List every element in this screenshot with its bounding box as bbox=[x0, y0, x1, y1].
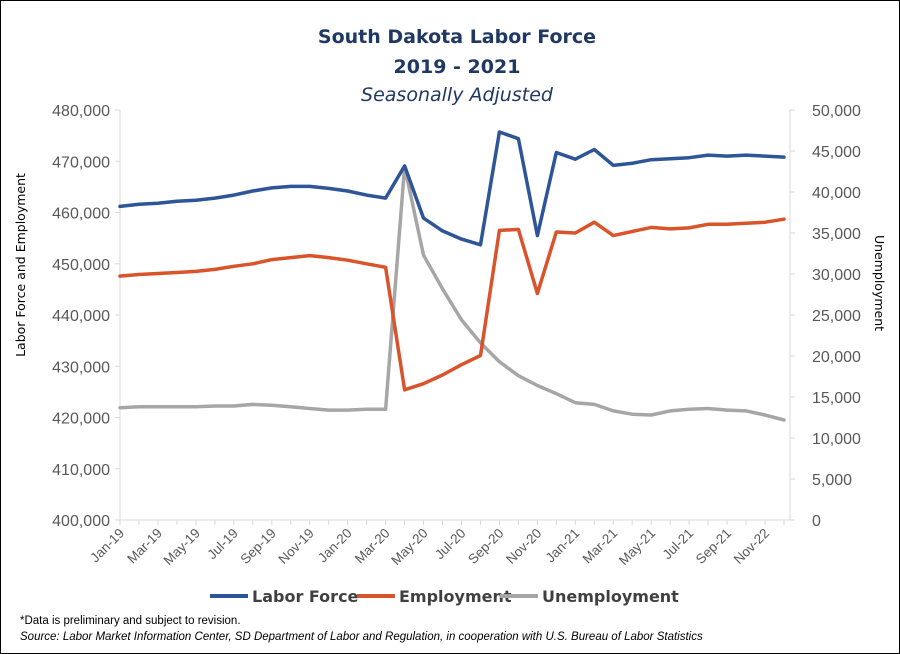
chart-subtitle-years: 2019 - 2021 bbox=[394, 56, 521, 78]
series-line-employment bbox=[118, 217, 786, 392]
left-axis-title: Labor Force and Employment bbox=[13, 173, 28, 357]
right-tick-label: 30,000 bbox=[812, 267, 861, 284]
chart-subtitle-note: Seasonally Adjusted bbox=[361, 84, 554, 106]
right-tick-label: 40,000 bbox=[812, 185, 861, 202]
legend-label-unemployment: Unemployment bbox=[542, 587, 679, 606]
x-tick-label: Mar-21 bbox=[580, 526, 621, 567]
legend: Labor Force Employment Unemployment bbox=[210, 587, 679, 606]
series bbox=[118, 130, 786, 422]
x-tick-label: Jan-21 bbox=[543, 526, 583, 566]
x-tick-label: May-19 bbox=[161, 526, 203, 568]
x-tick-label: Jul-19 bbox=[204, 526, 241, 563]
left-tick-label: 470,000 bbox=[52, 154, 110, 171]
x-tick-label: Jul-21 bbox=[660, 526, 697, 563]
right-tick-label: 45,000 bbox=[812, 144, 861, 161]
axes bbox=[119, 110, 791, 521]
left-tick-label: 440,000 bbox=[52, 308, 110, 325]
footnote: *Data is preliminary and subject to revi… bbox=[20, 615, 241, 627]
x-tick-label: Mar-20 bbox=[352, 526, 393, 567]
legend-label-employment: Employment bbox=[399, 587, 512, 606]
right-axis-title: Unemployment bbox=[872, 235, 887, 331]
x-tick-label: Sep-19 bbox=[237, 526, 278, 567]
chart-title: South Dakota Labor Force bbox=[318, 26, 596, 48]
left-tick-label: 460,000 bbox=[52, 206, 110, 223]
left-tick-label: 400,000 bbox=[52, 513, 110, 530]
right-tick-label: 10,000 bbox=[812, 431, 861, 448]
series-line-labor-force bbox=[118, 130, 786, 247]
source-note: Source: Labor Market Information Center,… bbox=[20, 631, 703, 643]
right-tick-label: 5,000 bbox=[812, 472, 852, 489]
source-text: Labor Market Information Center, SD Depa… bbox=[63, 631, 703, 643]
right-tick-label: 50,000 bbox=[812, 103, 861, 120]
x-tick-label: Sep-20 bbox=[465, 526, 506, 567]
right-tick-label: 35,000 bbox=[812, 226, 861, 243]
x-tick-label: May-21 bbox=[616, 526, 658, 568]
right-tick-label: 20,000 bbox=[812, 349, 861, 366]
x-tick-label: Nov-20 bbox=[503, 526, 544, 567]
x-tick-label: Jul-20 bbox=[432, 526, 469, 563]
left-tick-label: 450,000 bbox=[52, 257, 110, 274]
left-axis-ticks: 400,000 410,000 420,000 430,000 440,000 450,0… bbox=[52, 103, 120, 530]
x-tick-label: Mar-19 bbox=[124, 526, 165, 567]
x-tick-label: Nov-19 bbox=[275, 526, 316, 567]
right-axis-ticks: 0 5,000 10,000 15,000 20,000 25,000 30,000 35,0… bbox=[790, 103, 861, 530]
source-label: Source: bbox=[20, 631, 60, 643]
right-tick-label: 15,000 bbox=[812, 390, 861, 407]
x-tick-label: Sep-21 bbox=[693, 526, 734, 567]
right-tick-label: 0 bbox=[812, 513, 821, 530]
x-tick-label: May-20 bbox=[388, 526, 430, 568]
left-tick-label: 410,000 bbox=[52, 462, 110, 479]
left-tick-label: 420,000 bbox=[52, 411, 110, 428]
right-tick-label: 25,000 bbox=[812, 308, 861, 325]
left-tick-label: 480,000 bbox=[52, 103, 110, 120]
legend-label-labor-force: Labor Force bbox=[252, 587, 359, 606]
x-tick-label: Jan-19 bbox=[87, 526, 127, 566]
series-line-unemployment bbox=[118, 164, 786, 422]
x-tick-label: Nov-22 bbox=[731, 526, 772, 567]
left-tick-label: 430,000 bbox=[52, 359, 110, 376]
x-tick-label: Jan-20 bbox=[315, 526, 355, 566]
